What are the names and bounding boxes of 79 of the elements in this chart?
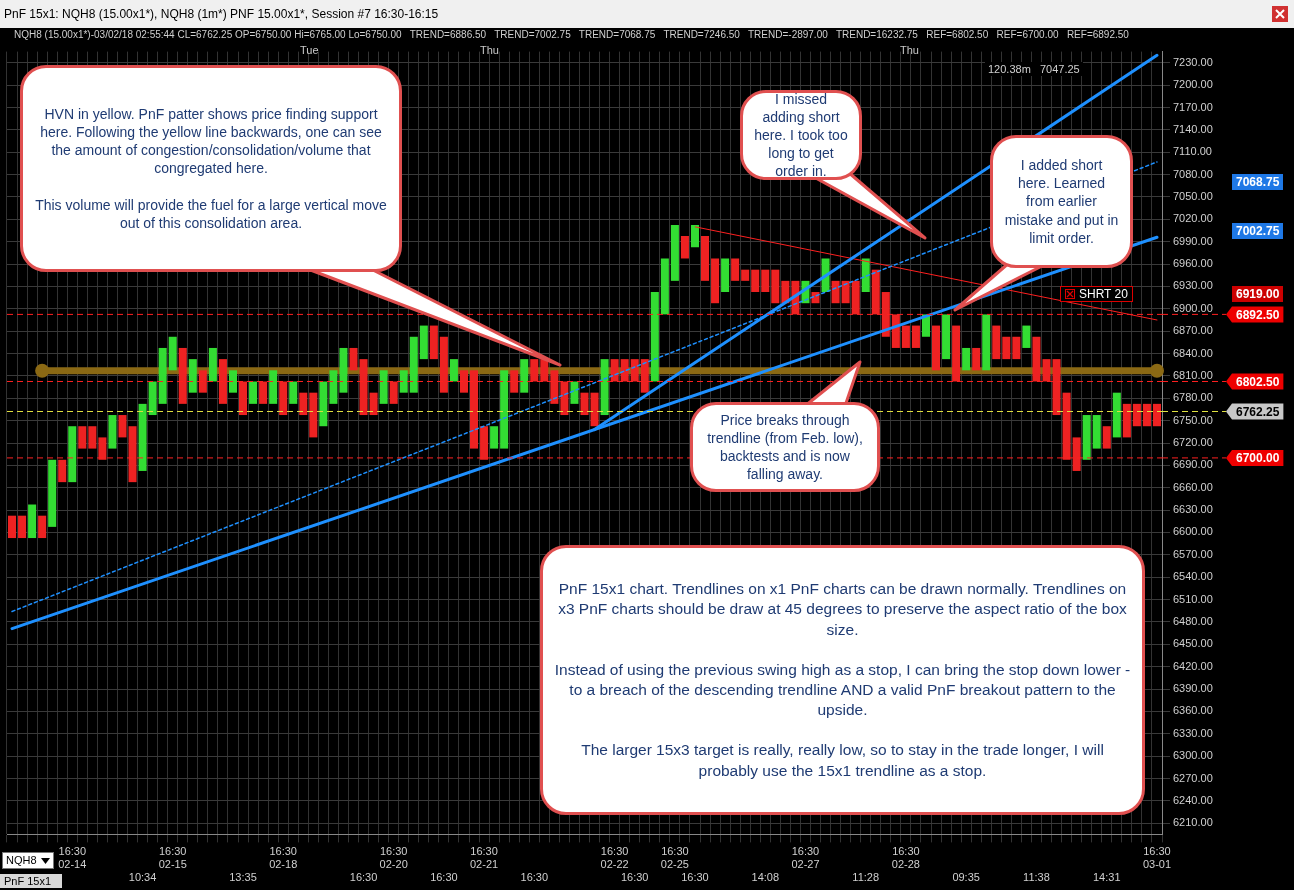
x-tick-label: 16:30 02-14 <box>58 845 87 871</box>
y-tick-label: 6360.00 <box>1173 704 1213 717</box>
y-tick-label: 7020.00 <box>1173 212 1213 225</box>
y-tick-label: 6870.00 <box>1173 324 1213 337</box>
x-tick-label: 16:30 03-01 <box>1142 845 1172 871</box>
y-tick-label: 6210.00 <box>1173 816 1213 829</box>
y-tick-label: 6270.00 <box>1173 771 1213 784</box>
y-tick-label: 6240.00 <box>1173 793 1213 806</box>
x-tick-label: 11:28 <box>852 871 880 884</box>
y-tick-label: 6510.00 <box>1173 592 1213 605</box>
speech-bubble: I added short here. Learned from earlier mistake and put in limit order. <box>990 135 1133 268</box>
y-tick-label: 6570.00 <box>1173 547 1213 560</box>
ref-line-label: 6802.50 <box>1236 374 1280 389</box>
speech-bubble: I missed adding short here. I took too long to get order in. <box>740 90 862 180</box>
x-tick-label: 14:08 <box>751 871 780 884</box>
y-tick-label: 6750.00 <box>1173 413 1213 426</box>
y-tick-label: 6900.00 <box>1173 301 1213 314</box>
x-tick-label: 16:30 02-25 <box>660 845 689 871</box>
annotation: Thu <box>900 44 919 56</box>
y-tick-label: 7050.00 <box>1173 190 1213 203</box>
y-tick-label: 7170.00 <box>1173 100 1213 113</box>
x-tick-label: 16:30 02-18 <box>269 845 298 871</box>
y-tick-label: 7080.00 <box>1173 167 1213 180</box>
annotation: Tue <box>300 44 319 56</box>
text: 6919.00 <box>1232 286 1284 302</box>
y-tick-label: 6300.00 <box>1173 749 1213 762</box>
x-tick-label: 14:31 <box>1093 871 1121 884</box>
annotation: I added short here. Learned from earlier mistake and put in limit order. <box>1003 156 1120 247</box>
y-tick-label: 6720.00 <box>1173 436 1213 449</box>
text: NQH8 <box>6 854 37 866</box>
x-tick-label: 16:30 <box>681 871 709 884</box>
ref-line-label: 6762.25 <box>1236 404 1280 419</box>
y-tick-label: 6480.00 <box>1173 614 1213 627</box>
y-tick-label: 6840.00 <box>1173 346 1213 359</box>
x-tick-label: 10:34 <box>128 871 157 884</box>
y-tick-label: 6960.00 <box>1173 257 1213 270</box>
x-tick-label: 16:30 02-27 <box>791 845 820 871</box>
chart-title: PnF 15x1: NQH8 (15.00x1*), NQH8 (1m*) PNF 15.00x1*, Session #7 16:30-16:15 <box>0 0 1294 28</box>
y-tick-label: 6780.00 <box>1173 391 1213 404</box>
y-tick-label: 7200.00 <box>1173 78 1213 91</box>
y-tick-label: 6690.00 <box>1173 458 1213 471</box>
x-tick-label: 16:30 <box>520 871 549 884</box>
y-tick-label: 6810.00 <box>1173 368 1213 381</box>
y-tick-label: 6990.00 <box>1173 234 1213 247</box>
annotation: Price breaks through trendline (from Feb. low), backtests and is now falling away. <box>706 410 864 484</box>
y-tick-label: 7110.00 <box>1173 145 1212 158</box>
annotation: SHRT 20 <box>1079 287 1128 301</box>
x-tick-label: 16:30 <box>620 871 649 884</box>
y-tick-label: 6600.00 <box>1173 525 1213 538</box>
y-tick-label: 6390.00 <box>1173 682 1213 695</box>
x-tick-label: 16:30 02-20 <box>379 845 408 871</box>
ref-line-label: 6892.50 <box>1236 307 1280 322</box>
chart-subtitle: NQH8 (15.00x1*)-03/02/18 02:55:44 CL=6762.25 OP=6750.00 Hi=6765.00 Lo=6750.00 TREND=6886.50 TREND=7002.75 TREND=7068.75 TREND=7246.50 TREND=-2897.00 TREND=16232.75 REF=6802.50 REF=6700.00 REF=6892.50 <box>0 28 1294 42</box>
x-tick-label: 16:30 <box>349 871 378 884</box>
y-tick-label: 6630.00 <box>1173 503 1213 516</box>
y-tick-label: 6660.00 <box>1173 480 1213 493</box>
y-tick-label: 6330.00 <box>1173 726 1213 739</box>
text: 7068.75 <box>1232 174 1284 190</box>
y-tick-label: 7230.00 <box>1173 55 1213 68</box>
x-tick-label: 16:30 02-22 <box>600 845 629 871</box>
x-tick-label: 09:35 <box>952 871 980 884</box>
x-tick-label: 16:30 02-21 <box>469 845 499 871</box>
text: 7002.75 <box>1232 223 1284 239</box>
y-tick-label: 6450.00 <box>1173 637 1213 650</box>
annotation: 120.38m 7047.25 <box>985 62 1083 76</box>
annotation: I missed adding short here. I took too long to get order in. <box>753 89 849 181</box>
y-tick-label: 7140.00 <box>1173 122 1213 135</box>
speech-bubble: PnF 15x1 chart. Trendlines on x1 PnF charts can be drawn normally. Trendlines on x3 PnF charts should be draw at 45 degrees to preserve the aspect ratio of the box size. Instead of using the previous swing high as a stop, I can bring the stop down lower - to a breach of the descending trendline AND a valid PnF breakout pattern to the upside. The larger 15x3 target is really, really low, so to stay in the trade longer, I will probably use the 15x1 trendline as a stop. <box>540 545 1145 815</box>
annotation: Thu <box>480 44 499 56</box>
y-tick-label: 6420.00 <box>1173 659 1213 672</box>
y-tick-label: 6930.00 <box>1173 279 1213 292</box>
x-tick-label: 16:30 02-28 <box>891 845 920 871</box>
text: PnF 15x1 <box>0 874 62 889</box>
y-tick-label: 6540.00 <box>1173 570 1213 583</box>
x-tick-label: 16:30 02-15 <box>158 845 187 871</box>
ref-line-label: 6700.00 <box>1236 451 1280 466</box>
x-tick-label: 11:38 <box>1023 871 1050 884</box>
x-tick-label: 16:30 <box>430 871 458 884</box>
x-tick-label: 13:35 <box>229 871 257 884</box>
